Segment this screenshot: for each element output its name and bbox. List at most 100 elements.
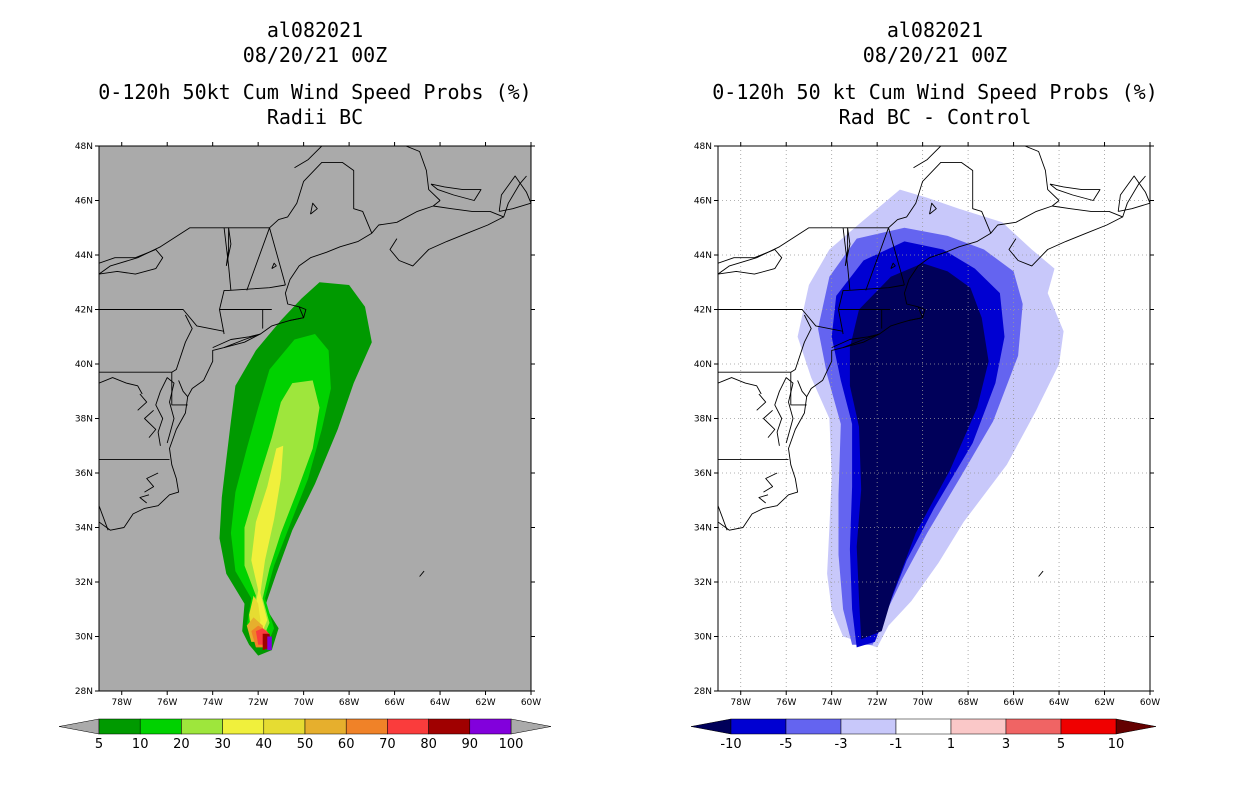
state-border [99, 314, 193, 373]
y-tick-label: 44N [75, 251, 93, 261]
y-tick-label: 30N [694, 633, 712, 643]
y-tick-label: 46N [75, 197, 93, 207]
contour-level--10 [849, 263, 989, 640]
state-border [99, 505, 109, 531]
colorbar-swatch [469, 718, 512, 735]
lake [718, 249, 783, 275]
colorbar-swatch [1060, 718, 1117, 735]
coastline [99, 175, 527, 531]
coastline [913, 146, 942, 169]
coastline [139, 494, 150, 504]
colorbar-label: 1 [947, 737, 955, 752]
colorbar-swatch [730, 718, 787, 735]
state-border [718, 377, 762, 395]
colorbar-label: 5 [95, 737, 103, 752]
state-border [171, 372, 188, 406]
x-tick-label: 60W [1140, 698, 1160, 708]
colorbar-label: 30 [214, 737, 231, 752]
colorbar-label: 10 [1108, 737, 1125, 752]
coastline [758, 494, 769, 504]
y-tick-label: 34N [75, 524, 93, 534]
colorbar-swatch [950, 718, 1007, 735]
coastline [389, 216, 504, 267]
state-border [246, 227, 270, 291]
colorbar-label: 5 [1057, 737, 1065, 752]
coastline [212, 333, 261, 349]
product-title: 0-120h 50kt Cum Wind Speed Probs (%) [98, 80, 532, 104]
colorbar-low-arrow [690, 718, 732, 735]
y-tick-label: 40N [694, 360, 712, 370]
colorbar-label: -1 [890, 737, 903, 752]
colorbar: 5 10 20 30 40 50 60 70 80 90 100 [58, 718, 552, 752]
colorbar-swatch [181, 718, 223, 735]
x-tick-label: 62W [1094, 698, 1114, 708]
coastline [144, 472, 159, 493]
colorbar-label: 80 [420, 737, 437, 752]
state-border [432, 200, 441, 207]
colorbar-label: 20 [173, 737, 190, 752]
colorbar-swatch [895, 718, 952, 735]
x-tick-label: 66W [384, 698, 404, 708]
lake [225, 227, 232, 266]
y-tick-label: 36N [75, 469, 93, 479]
state-border [269, 227, 286, 286]
chart-panel-0: 28N 30N 32N 34N 36N 38N 40N 42N 44N 46N 48N 78W 76W 7… [58, 142, 552, 752]
colorbar-high-arrow [1115, 718, 1157, 735]
lake [271, 262, 277, 269]
coastline [498, 175, 531, 212]
y-tick-label: 38N [75, 415, 93, 425]
storm-id: al082021 [886, 18, 984, 42]
state-border [790, 372, 807, 406]
coastline [144, 409, 157, 438]
colorbar-swatch [387, 718, 429, 735]
colorbar-swatch [139, 718, 182, 735]
coastline [997, 146, 1060, 201]
basemap [99, 146, 531, 577]
x-tick-label: 64W [430, 698, 450, 708]
x-tick-label: 66W [1003, 698, 1023, 708]
x-tick-label: 62W [475, 698, 495, 708]
state-border [865, 227, 889, 291]
chart-panel-1: 28N 30N 32N 34N 36N 38N 40N 42N 44N 46N 48N 78W 76W 7… [690, 142, 1160, 752]
y-tick-label: 32N [75, 578, 93, 588]
coastline [797, 380, 808, 397]
contour-level-20 [244, 380, 320, 640]
y-tick-label: 42N [694, 306, 712, 316]
colorbar-label: 40 [256, 737, 273, 752]
contour-level-90 [267, 636, 272, 651]
init-time: 08/20/21 00Z [242, 43, 388, 67]
x-tick-label: 64W [1049, 698, 1069, 708]
colorbar-label: 60 [338, 737, 355, 752]
y-tick-label: 48N [75, 142, 93, 152]
colorbar-swatch [1005, 718, 1062, 735]
colorbar-label: 10 [132, 737, 149, 752]
coastline [378, 146, 441, 201]
coastline [831, 333, 880, 349]
y-tick-label: 32N [694, 578, 712, 588]
bermuda [419, 570, 425, 577]
colorbar-swatch [345, 718, 388, 735]
lake [310, 202, 318, 215]
right-chart-title: al082021 08/20/21 00Z 0-120h 50 kt Cum W… [675, 18, 1195, 130]
lake [99, 249, 164, 275]
y-tick-label: 40N [75, 360, 93, 370]
state-border [718, 161, 992, 275]
y-tick-label: 46N [694, 197, 712, 207]
coastline [718, 175, 1146, 531]
colorbar-label: 70 [379, 737, 396, 752]
y-tick-label: 38N [694, 415, 712, 425]
coastline [763, 472, 778, 493]
x-tick-label: 72W [867, 698, 887, 708]
lake [929, 202, 937, 215]
x-tick-label: 72W [248, 698, 268, 708]
colorbar-label: 50 [297, 737, 314, 752]
y-tick-label: 34N [694, 524, 712, 534]
x-tick-label: 70W [912, 698, 932, 708]
colorbar-swatch [222, 718, 265, 735]
product-title: 0-120h 50 kt Cum Wind Speed Probs (%) [712, 80, 1158, 104]
plot-area [718, 146, 1150, 691]
y-tick-label: 48N [694, 142, 712, 152]
y-tick-label: 36N [694, 469, 712, 479]
state-border [219, 284, 286, 335]
